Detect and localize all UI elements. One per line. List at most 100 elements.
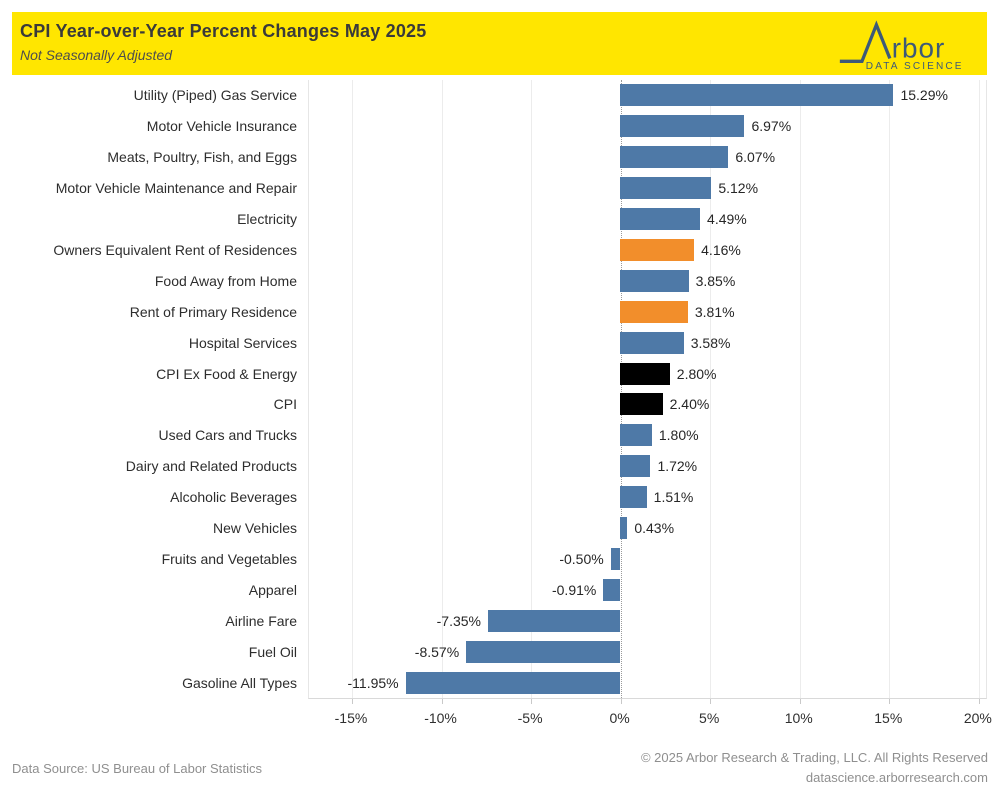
bar-cpi[interactable] — [619, 393, 663, 416]
axis-tick-mark — [531, 699, 533, 704]
bar-apparel[interactable] — [603, 578, 620, 601]
value-label: -7.35% — [436, 612, 481, 629]
value-label: 5.12% — [718, 180, 759, 197]
axis-tick-mark — [978, 699, 980, 704]
arbor-logo: rbor DATA SCIENCE — [836, 18, 962, 75]
axis-tick-label: -5% — [517, 710, 543, 726]
bar-cpi-ex-food-energy[interactable] — [619, 362, 670, 385]
bar-meats-poultry-fish-and-eggs[interactable] — [619, 146, 729, 169]
value-label: 2.40% — [669, 396, 710, 413]
value-label: 4.49% — [707, 211, 747, 228]
bar-gasoline-all-types[interactable] — [405, 671, 620, 694]
value-label: 1.51% — [653, 489, 694, 506]
category-label: Motor Vehicle Maintenance and Repair — [55, 180, 297, 197]
axis-tick-mark — [799, 699, 801, 704]
bar-used-cars-and-trucks[interactable] — [619, 424, 652, 447]
gridline — [799, 80, 801, 698]
axis-tick-mark — [351, 699, 353, 704]
bar-dairy-and-related-products[interactable] — [619, 455, 651, 478]
value-label: 2.80% — [676, 365, 717, 382]
chart-header-banner: CPI Year-over-Year Percent Changes May 2… — [12, 12, 987, 75]
category-label: Food Away from Home — [154, 272, 297, 289]
category-label: Utility (Piped) Gas Service — [133, 87, 297, 104]
page-title: CPI Year-over-Year Percent Changes May 2… — [20, 21, 427, 41]
category-label: CPI — [273, 396, 297, 413]
axis-tick-label: -10% — [424, 710, 457, 726]
gridline — [710, 80, 712, 698]
footer: Data Source: US Bureau of Labor Statisti… — [12, 745, 988, 791]
value-label: 1.80% — [658, 427, 699, 444]
axis-tick-label: 5% — [699, 710, 720, 726]
gridline — [351, 80, 353, 698]
website-link[interactable]: datascience.arborresearch.com — [805, 770, 988, 785]
value-label: 3.81% — [694, 303, 735, 320]
value-label: -0.91% — [551, 581, 597, 598]
logo-tagline-text: DATA SCIENCE — [866, 61, 961, 70]
value-label: -11.95% — [347, 674, 399, 691]
value-label: 6.07% — [735, 149, 776, 166]
value-label: 3.58% — [690, 334, 731, 351]
axis-tick-mark — [889, 699, 891, 704]
bar-new-vehicles[interactable] — [619, 517, 628, 540]
logo-brand-text: rbor — [892, 32, 945, 63]
gridline — [978, 80, 980, 698]
axis-tick-label: -15% — [334, 710, 368, 726]
bar-fruits-and-vegetables[interactable] — [610, 547, 620, 570]
category-label: New Vehicles — [212, 520, 297, 537]
value-label: -8.57% — [414, 643, 460, 660]
axis-tick-mark — [710, 699, 712, 704]
category-label: Hospital Services — [188, 334, 297, 351]
axis-tick-label: 15% — [874, 710, 903, 726]
gridline — [441, 80, 443, 698]
footer-right-block: © 2025 Arbor Research & Trading, LLC. Al… — [641, 748, 988, 788]
axis-tick-mark — [441, 699, 443, 704]
bar-rent-of-primary-residence[interactable] — [619, 300, 688, 323]
bar-electricity[interactable] — [619, 208, 701, 231]
category-label: Used Cars and Trucks — [158, 427, 298, 444]
gridline — [889, 80, 891, 698]
bar-owners-equivalent-rent-of-residences[interactable] — [619, 238, 695, 261]
category-label: Alcoholic Beverages — [170, 489, 297, 506]
category-label: Owners Equivalent Rent of Residences — [53, 241, 297, 258]
plot-area — [308, 80, 987, 704]
data-source-note: Data Source: US Bureau of Labor Statisti… — [12, 760, 263, 776]
category-label: Fuel Oil — [248, 643, 297, 660]
value-label: 1.72% — [657, 458, 698, 475]
header-text-block: CPI Year-over-Year Percent Changes May 2… — [12, 12, 426, 63]
category-label: Dairy and Related Products — [125, 458, 297, 475]
cpi-bar-chart: -15% -10% -5% 0% 5% 10% 15% 20% Utility (Piped) … — [0, 80, 1000, 730]
copyright-note: © 2025 Arbor Research & Trading, LLC. Al… — [640, 750, 988, 765]
axis-tick-label: 20% — [963, 710, 992, 726]
bar-airline-fare[interactable] — [487, 609, 620, 632]
bar-motor-vehicle-insurance[interactable] — [619, 115, 745, 138]
axis-tick-label: 0% — [609, 710, 630, 726]
value-label: 15.29% — [900, 87, 948, 104]
category-label: Gasoline All Types — [182, 674, 297, 691]
category-label: Apparel — [248, 581, 297, 598]
bar-food-away-from-home[interactable] — [619, 269, 689, 292]
bar-motor-vehicle-maintenance-and-repair[interactable] — [619, 177, 712, 200]
value-label: 6.97% — [751, 118, 792, 135]
axis-tick-label: 10% — [784, 710, 813, 726]
bar-hospital-services[interactable] — [619, 331, 684, 354]
value-label: -0.50% — [559, 550, 604, 567]
gridline — [531, 80, 533, 698]
arbor-logo-icon: rbor DATA SCIENCE — [839, 20, 962, 72]
zero-gridline — [620, 80, 622, 698]
category-label: CPI Ex Food & Energy — [156, 365, 297, 382]
value-label: 3.85% — [695, 272, 736, 289]
bar-fuel-oil[interactable] — [466, 640, 620, 663]
category-label: Fruits and Vegetables — [161, 550, 297, 567]
bar-utility-piped-gas-service[interactable] — [619, 84, 894, 107]
category-label: Meats, Poultry, Fish, and Eggs — [107, 149, 297, 166]
category-label: Motor Vehicle Insurance — [146, 118, 297, 135]
category-label: Rent of Primary Residence — [129, 303, 297, 320]
value-label: 0.43% — [634, 520, 675, 537]
category-label: Airline Fare — [225, 612, 297, 629]
bar-alcoholic-beverages[interactable] — [619, 486, 647, 509]
category-label: Electricity — [237, 211, 297, 228]
page-subtitle: Not Seasonally Adjusted — [20, 47, 173, 63]
value-label: 4.16% — [701, 241, 741, 258]
axis-tick-mark — [620, 699, 622, 704]
